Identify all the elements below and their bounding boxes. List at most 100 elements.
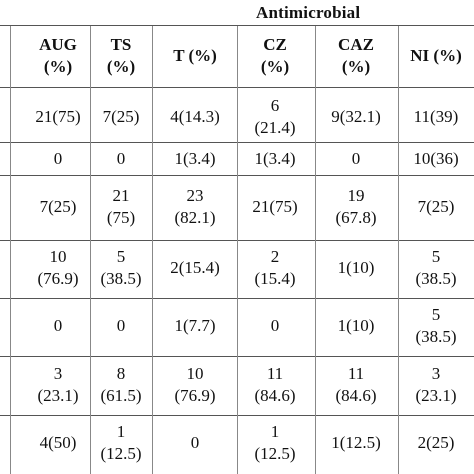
column-header: CAZ (%) [317, 34, 395, 78]
cell-text: 9(32.1) [331, 107, 381, 126]
cell-text: 1(12.5) [331, 433, 381, 452]
cell-text: 0 [270, 316, 280, 335]
table-cell: 0 [317, 148, 395, 170]
table-cell: 3 (23.1) [19, 363, 97, 407]
cell-text: (82.1) [174, 208, 216, 227]
table-cell: 4(14.3) [156, 106, 234, 128]
table-cell: 23 (82.1) [156, 185, 234, 229]
cell-text: (84.6) [254, 386, 296, 405]
cell-text: 21(75) [252, 197, 298, 216]
column-header: AUG (%) [19, 34, 97, 78]
cell-text: 10 [186, 364, 204, 383]
table-cell: 10 (76.9) [19, 246, 97, 290]
table-cell: 0 [156, 432, 234, 454]
row-divider [0, 25, 474, 26]
antimicrobial-group-title: Antimicrobial [256, 3, 361, 22]
column-header-name: T (%) [173, 46, 217, 65]
table-cell: 1(3.4) [236, 148, 314, 170]
column-divider [90, 26, 91, 474]
cell-text: 7(25) [39, 197, 77, 216]
cell-text: 1(3.4) [254, 149, 296, 168]
cell-text: 19 [347, 186, 365, 205]
cell-text: 7(25) [102, 107, 140, 126]
table-cell: 0 [82, 315, 160, 337]
table-cell: 19 (67.8) [317, 185, 395, 229]
column-header: CZ (%) [236, 34, 314, 78]
table-cell: 8 (61.5) [82, 363, 160, 407]
cell-text: 0 [190, 433, 200, 452]
cell-text: 1(10) [337, 258, 375, 277]
cell-text: (12.5) [100, 444, 142, 463]
table-cell: 1(10) [317, 315, 395, 337]
table-cell: 2(25) [397, 432, 474, 454]
cell-text: 8 [116, 364, 126, 383]
table-cell: 9(32.1) [317, 106, 395, 128]
cell-text: (21.4) [254, 118, 296, 137]
table-cell: 7(25) [19, 196, 97, 218]
table-cell: 0 [19, 148, 97, 170]
table-cell: 1 (12.5) [82, 421, 160, 465]
cell-text: (38.5) [415, 327, 457, 346]
column-header-unit: (%) [341, 57, 371, 76]
cell-text: 6 [270, 96, 280, 115]
cell-text: 0 [351, 149, 361, 168]
cell-text: 21(75) [35, 107, 81, 126]
table-cell: 6 (21.4) [236, 95, 314, 139]
table-cell: 1(7.7) [156, 315, 234, 337]
table-cell: 10 (76.9) [156, 363, 234, 407]
table-cell: 3 (23.1) [397, 363, 474, 407]
cell-text: 5 [116, 247, 126, 266]
cell-text: (61.5) [100, 386, 142, 405]
column-header-name: CZ [263, 35, 287, 54]
table-cell: 1(12.5) [317, 432, 395, 454]
cell-text: 2(25) [417, 433, 455, 452]
table-cell: 5 (38.5) [397, 304, 474, 348]
cell-text: 5 [431, 247, 441, 266]
column-divider [152, 26, 153, 474]
column-divider [315, 26, 316, 474]
column-header-unit: (%) [106, 57, 136, 76]
table-cell: 7(25) [82, 106, 160, 128]
table-cell: 0 [236, 315, 314, 337]
cell-text: (84.6) [335, 386, 377, 405]
column-divider [237, 26, 238, 474]
table-cell: 10(36) [397, 148, 474, 170]
cell-text: 1(10) [337, 316, 375, 335]
table-cell: 4(50) [19, 432, 97, 454]
column-header: T (%) [156, 45, 234, 67]
cell-text: 10 [49, 247, 67, 266]
cell-text: 5 [431, 305, 441, 324]
cell-text: 3 [53, 364, 63, 383]
column-header-unit: (%) [260, 57, 290, 76]
cell-text: 7(25) [417, 197, 455, 216]
cell-text: (23.1) [37, 386, 79, 405]
table-cell: 1(3.4) [156, 148, 234, 170]
cell-text: 1 [116, 422, 126, 441]
cell-text: (15.4) [254, 269, 296, 288]
cell-text: 0 [116, 316, 126, 335]
column-header: TS (%) [82, 34, 160, 78]
cell-text: 1(7.7) [174, 316, 216, 335]
cell-text: 23 [186, 186, 204, 205]
table-cell: 0 [82, 148, 160, 170]
cell-text: 2 [270, 247, 280, 266]
cell-text: 10(36) [413, 149, 459, 168]
cell-text: (67.8) [335, 208, 377, 227]
cell-text: 11 [266, 364, 284, 383]
column-header: NI (%) [397, 45, 474, 67]
cell-text: 0 [53, 149, 63, 168]
cell-text: 0 [116, 149, 126, 168]
table-cell: 5 (38.5) [397, 246, 474, 290]
table-cell: 21 (75) [82, 185, 160, 229]
table-cell: 7(25) [397, 196, 474, 218]
column-header-name: NI (%) [410, 46, 462, 65]
cell-text: 1 [270, 422, 280, 441]
table-cell: 5 (38.5) [82, 246, 160, 290]
cell-text: 1(3.4) [174, 149, 216, 168]
table-cell: 11 (84.6) [236, 363, 314, 407]
column-header-unit: (%) [43, 57, 73, 76]
cell-text: (23.1) [415, 386, 457, 405]
column-header-name: TS [110, 35, 132, 54]
column-divider [398, 26, 399, 474]
column-divider [10, 26, 11, 474]
